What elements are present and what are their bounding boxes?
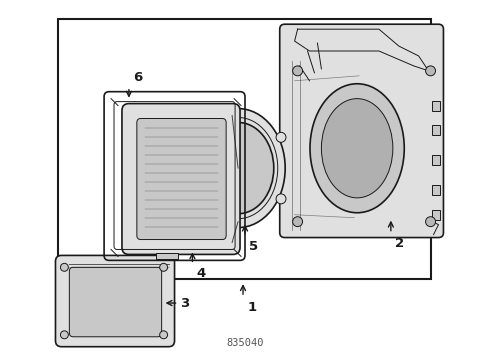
FancyBboxPatch shape — [122, 104, 240, 255]
Circle shape — [276, 132, 286, 142]
Text: 1: 1 — [248, 301, 257, 314]
Circle shape — [160, 331, 168, 339]
Polygon shape — [294, 29, 429, 71]
Text: 4: 4 — [196, 267, 206, 280]
Text: 6: 6 — [133, 71, 142, 84]
Circle shape — [60, 331, 69, 339]
Circle shape — [426, 66, 436, 76]
FancyBboxPatch shape — [280, 24, 443, 238]
Ellipse shape — [310, 84, 404, 213]
FancyBboxPatch shape — [55, 255, 174, 347]
Bar — [156, 253, 177, 260]
Circle shape — [60, 264, 69, 271]
Circle shape — [190, 194, 200, 204]
Text: 835040: 835040 — [226, 338, 264, 348]
Circle shape — [293, 66, 302, 76]
Bar — [432, 125, 441, 135]
FancyBboxPatch shape — [137, 118, 226, 239]
Bar — [432, 185, 441, 195]
Text: 3: 3 — [180, 297, 190, 310]
FancyBboxPatch shape — [70, 267, 162, 337]
Bar — [432, 100, 441, 111]
Ellipse shape — [191, 109, 285, 228]
Circle shape — [293, 217, 302, 227]
Ellipse shape — [321, 99, 393, 198]
Text: 2: 2 — [395, 237, 404, 249]
Circle shape — [160, 264, 168, 271]
Circle shape — [276, 194, 286, 204]
Bar — [58, 19, 431, 279]
Circle shape — [190, 132, 200, 142]
Bar — [432, 210, 441, 220]
Circle shape — [426, 217, 436, 227]
Text: 5: 5 — [249, 239, 258, 252]
Bar — [432, 155, 441, 165]
Ellipse shape — [202, 122, 274, 214]
